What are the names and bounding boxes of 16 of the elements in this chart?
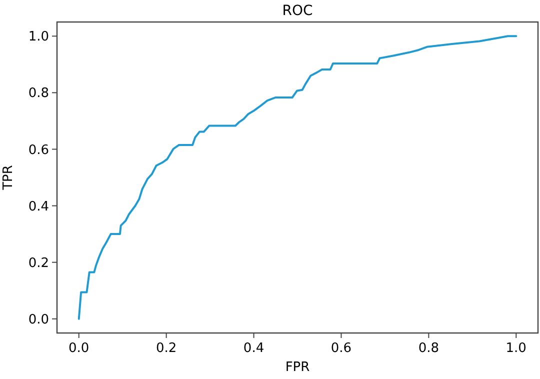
chart-title: ROC (282, 3, 313, 19)
y-axis-title: TPR (1, 165, 16, 191)
x-tick-label: 0.4 (243, 341, 264, 356)
x-tick-label: 1.0 (506, 341, 526, 356)
y-tick-label: 0.0 (28, 312, 49, 328)
x-tick-label: 0.0 (68, 341, 90, 356)
y-tick-label: 0.2 (28, 256, 49, 271)
y-tick-label: 1.0 (28, 30, 49, 45)
y-tick-label: 0.4 (28, 199, 49, 214)
x-tick-label: 0.8 (418, 341, 440, 356)
y-tick-label: 0.8 (28, 86, 49, 102)
x-tick-label: 0.2 (156, 341, 177, 356)
line-series (78, 35, 518, 320)
y-tick-label: 0.6 (28, 142, 49, 158)
x-tick-label: 0.6 (330, 341, 352, 356)
x-axis-title: FPR (285, 360, 310, 375)
